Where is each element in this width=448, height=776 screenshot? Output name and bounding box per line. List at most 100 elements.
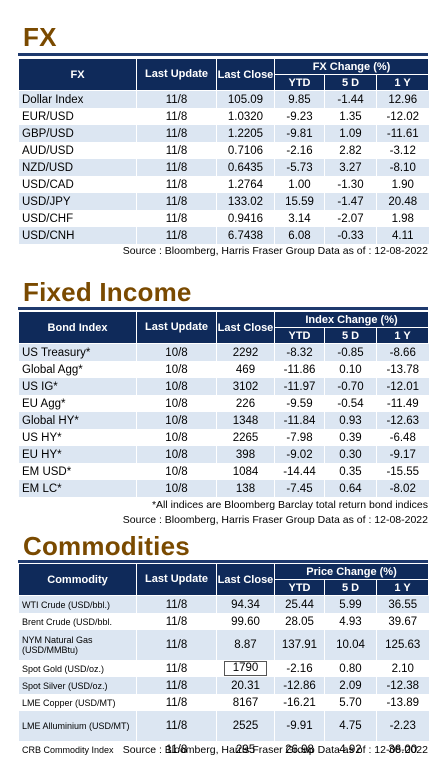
- cm-header-change-group: Price Change (%): [273, 563, 430, 580]
- commodities-table: Commodity Last Update Last Close Price C…: [18, 563, 430, 758]
- fi-cell-d5: 0.35: [324, 463, 377, 480]
- fi-cell-d5: 0.10: [324, 361, 377, 378]
- fi-cell-ytd: -11.97: [274, 378, 325, 395]
- cm-cell-d5: 4.75: [324, 711, 377, 741]
- fi-cell-ytd: -7.45: [274, 480, 325, 497]
- fi-cell-d5: -0.70: [324, 378, 377, 395]
- fx-header-1y: 1 Y: [375, 74, 430, 91]
- fi-cell-name: EU Agg*: [18, 395, 137, 412]
- fx-row: EUR/USD 11/8 1.0320 -9.23 1.35 -12.02: [18, 108, 429, 125]
- fi-cell-d5: 0.93: [324, 412, 377, 429]
- fx-cell-ytd: -2.16: [274, 142, 325, 159]
- fx-row: USD/JPY 11/8 133.02 15.59 -1.47 20.48: [18, 193, 429, 210]
- fx-cell-name: EUR/USD: [18, 108, 137, 125]
- fi-cell-close: 2265: [216, 429, 275, 446]
- fx-cell-ytd: -9.23: [274, 108, 325, 125]
- fi-cell-y1: -11.49: [375, 395, 429, 412]
- fx-cell-name: USD/CHF: [18, 210, 137, 227]
- cm-header-1y: 1 Y: [375, 579, 430, 596]
- cm-row: WTI Crude (USD/bbl.) 11/8 94.34 25.44 5.99 36…: [18, 595, 429, 613]
- fx-cell-name: AUD/USD: [18, 142, 137, 159]
- cm-cell-close: 8167: [216, 694, 275, 711]
- cm-cell-y1: 2.10: [375, 660, 429, 677]
- fx-cell-d5: 1.09: [324, 125, 377, 142]
- fixed-income-source: Source : Bloomberg, Harris Fraser Group …: [122, 514, 428, 526]
- fx-header-change-group: FX Change (%): [273, 58, 430, 75]
- fx-title-rule: [18, 53, 428, 56]
- cm-cell-close: 20.31: [216, 677, 275, 694]
- fi-header-name: Bond Index: [18, 311, 137, 344]
- fi-cell-ytd: -11.84: [274, 412, 325, 429]
- cm-cell-d5: 10.04: [324, 630, 377, 660]
- fi-cell-y1: -8.66: [375, 343, 429, 361]
- spot-gold-close-box: 1790: [223, 661, 268, 676]
- cm-cell-name: Spot Silver (USD/oz.): [18, 677, 137, 694]
- fi-cell-close: 138: [216, 480, 275, 497]
- fi-row: EU Agg* 10/8 226 -9.59 -0.54 -11.49: [18, 395, 429, 412]
- fx-cell-name: USD/CNH: [18, 227, 137, 244]
- cm-cell-ytd: -12.86: [274, 677, 325, 694]
- fx-cell-update: 11/8: [136, 108, 217, 125]
- fi-row: US HY* 10/8 2265 -7.98 0.39 -6.48: [18, 429, 429, 446]
- fx-cell-close: 0.7106: [216, 142, 275, 159]
- cm-row: LME Alluminium (USD/MT) 11/8 2525 -9.91 4.75…: [18, 711, 429, 741]
- commodities-title-rule: [18, 560, 428, 563]
- fi-cell-y1: -6.48: [375, 429, 429, 446]
- fi-cell-d5: 0.64: [324, 480, 377, 497]
- fi-cell-d5: 0.30: [324, 446, 377, 463]
- fx-cell-ytd: 9.85: [274, 90, 325, 108]
- fi-header-last-update: Last Update: [136, 311, 217, 344]
- fx-cell-close: 0.9416: [216, 210, 275, 227]
- fi-cell-close: 469: [216, 361, 275, 378]
- cm-header-name: Commodity: [18, 563, 137, 596]
- fi-cell-d5: -0.85: [324, 343, 377, 361]
- fx-cell-close: 6.7438: [216, 227, 275, 244]
- fx-cell-y1: 12.96: [375, 90, 429, 108]
- fi-cell-update: 10/8: [136, 429, 217, 446]
- fi-cell-name: Global HY*: [18, 412, 137, 429]
- fi-cell-y1: -15.55: [375, 463, 429, 480]
- cm-cell-update: 11/8: [136, 694, 217, 711]
- cm-row: Spot Silver (USD/oz.) 11/8 20.31 -12.86 2.09…: [18, 677, 429, 694]
- fx-header-ytd: YTD: [274, 74, 325, 91]
- fx-source: Source : Bloomberg, Harris Fraser Group …: [122, 245, 428, 257]
- cm-cell-ytd: 26.98: [274, 741, 325, 758]
- fx-cell-close: 0.6435: [216, 159, 275, 176]
- fx-cell-update: 11/8: [136, 176, 217, 193]
- cm-cell-ytd: -2.16: [274, 660, 325, 677]
- fi-cell-name: EM LC*: [18, 480, 137, 497]
- fx-cell-d5: 3.27: [324, 159, 377, 176]
- fx-cell-d5: -1.47: [324, 193, 377, 210]
- fi-cell-update: 10/8: [136, 480, 217, 497]
- fixed-income-table: Bond Index Last Update Last Close Index …: [18, 311, 430, 497]
- cm-cell-d5: 5.99: [324, 595, 377, 613]
- fi-cell-ytd: -7.98: [274, 429, 325, 446]
- cm-cell-name: WTI Crude (USD/bbl.): [18, 595, 137, 613]
- fx-cell-ytd: 1.00: [274, 176, 325, 193]
- cm-row: Brent Crude (USD/bbl. 11/8 99.60 28.05 4.93 3…: [18, 613, 429, 630]
- fx-cell-d5: -1.44: [324, 90, 377, 108]
- cm-cell-close: 8.87: [216, 630, 275, 660]
- fixed-income-note: *All indices are Bloomberg Barclay total…: [151, 499, 428, 511]
- cm-header-last-update: Last Update: [136, 563, 217, 596]
- cm-cell-d5: 4.92: [324, 741, 377, 758]
- fx-cell-y1: -8.10: [375, 159, 429, 176]
- fi-cell-update: 10/8: [136, 343, 217, 361]
- fx-cell-y1: 4.11: [375, 227, 429, 244]
- cm-cell-y1: -2.23: [375, 711, 429, 741]
- fx-cell-ytd: -9.81: [274, 125, 325, 142]
- fi-cell-update: 10/8: [136, 412, 217, 429]
- fx-cell-y1: 20.48: [375, 193, 429, 210]
- fi-cell-y1: -12.63: [375, 412, 429, 429]
- cm-cell-ytd: 137.91: [274, 630, 325, 660]
- cm-cell-update: 11/8: [136, 595, 217, 613]
- fi-cell-d5: 0.39: [324, 429, 377, 446]
- cm-cell-ytd: 25.44: [274, 595, 325, 613]
- fx-cell-y1: 1.98: [375, 210, 429, 227]
- cm-header-ytd: YTD: [274, 579, 325, 596]
- fx-cell-close: 105.09: [216, 90, 275, 108]
- fx-cell-name: USD/JPY: [18, 193, 137, 210]
- fi-row: EM USD* 10/8 1084 -14.44 0.35 -15.55: [18, 463, 429, 480]
- fi-cell-close: 3102: [216, 378, 275, 395]
- fx-cell-d5: 1.35: [324, 108, 377, 125]
